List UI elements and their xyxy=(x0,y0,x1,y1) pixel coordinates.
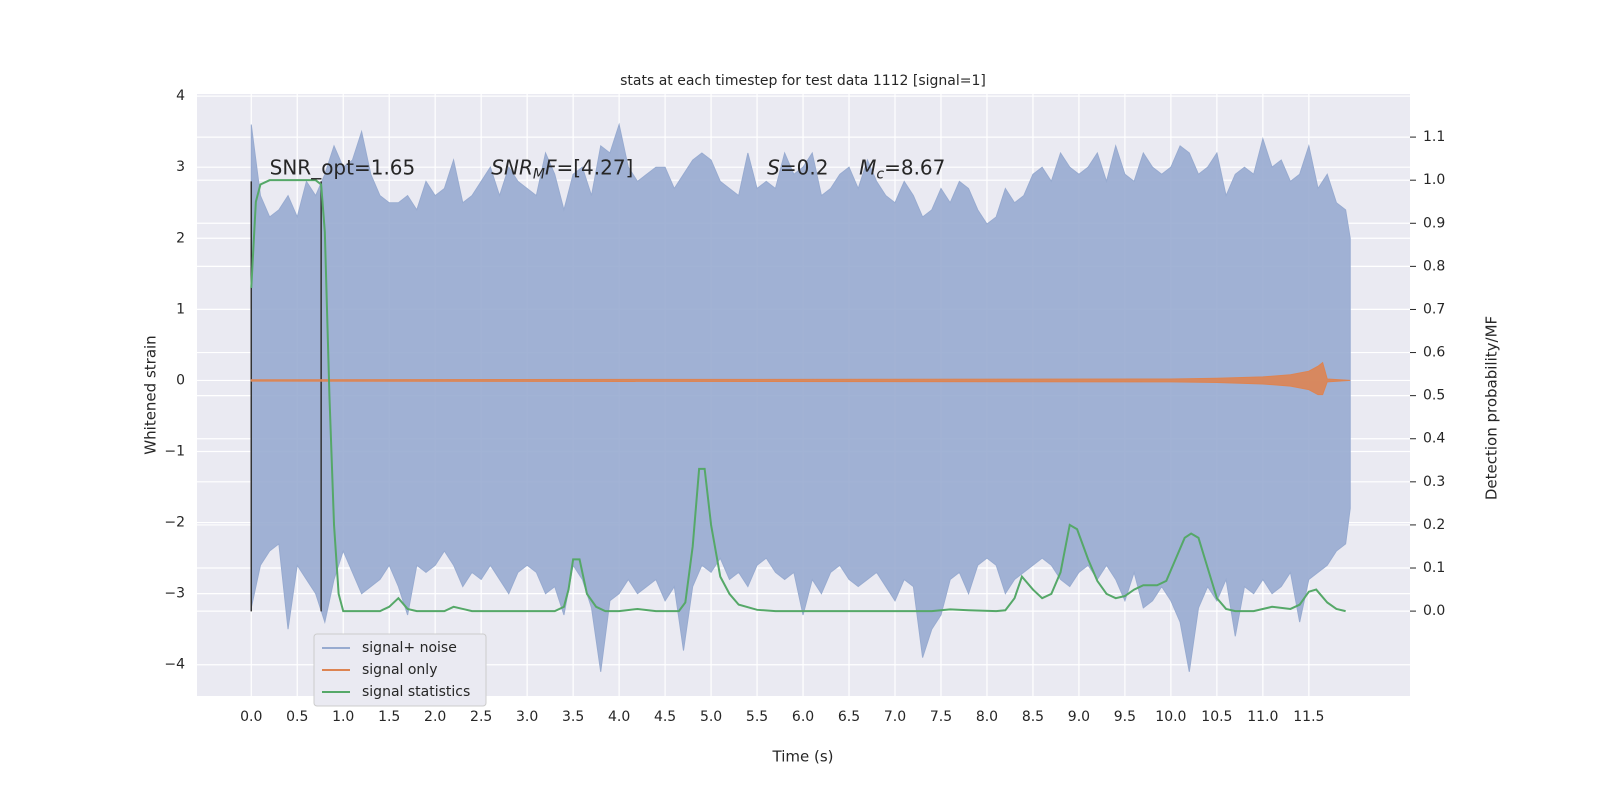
x-tick-label: 3.5 xyxy=(562,709,584,725)
x-axis-label: Time (s) xyxy=(772,748,834,766)
series-line xyxy=(250,179,1346,613)
x-tick-label: 1.5 xyxy=(378,709,400,725)
x-tick-label: 8.5 xyxy=(1022,709,1044,725)
x-tick-label: 2.5 xyxy=(470,709,492,725)
x-tick-label: 1.0 xyxy=(332,709,354,725)
annotation-part: SNR xyxy=(491,155,533,179)
y2-tick-label: 0.3 xyxy=(1423,474,1445,490)
x-tick-label: 9.5 xyxy=(1114,709,1136,725)
x-tick-label: 6.0 xyxy=(792,709,814,725)
x-tick-label: 11.0 xyxy=(1247,709,1278,725)
legend-label: signal statistics xyxy=(362,684,470,700)
x-tick-label: 5.0 xyxy=(700,709,722,725)
series-band xyxy=(250,361,1351,396)
y2-tick-label: 0.5 xyxy=(1423,388,1445,404)
x-tick-label: 9.0 xyxy=(1068,709,1090,725)
y2-tick-label: 0.2 xyxy=(1423,517,1445,533)
y2-tick-label: 0.7 xyxy=(1423,301,1445,317)
annotation-part: c xyxy=(876,166,884,182)
y2-tick-label: 0.9 xyxy=(1423,215,1445,231)
y2-tick-label: 0.6 xyxy=(1423,345,1445,361)
y-tick-label: −4 xyxy=(164,657,185,673)
y2-tick-label: 0.0 xyxy=(1423,603,1445,619)
y-tick-label: −3 xyxy=(164,586,185,602)
y-tick-label: 4 xyxy=(176,88,185,104)
x-tick-label: 10.0 xyxy=(1155,709,1186,725)
x-tick-label: 10.5 xyxy=(1201,709,1232,725)
annotation: SNRMF=[4.27] xyxy=(491,155,633,182)
annotation-part: =8.67 xyxy=(884,155,945,179)
y-tick-label: −2 xyxy=(164,515,185,531)
annotation-part: F xyxy=(545,155,557,179)
x-tick-label: 0.5 xyxy=(286,709,308,725)
y-tick-label: 0 xyxy=(176,372,185,388)
chart-title: stats at each timestep for test data 111… xyxy=(620,73,986,89)
x-tick-label: 7.5 xyxy=(930,709,952,725)
y2-tick-label: 0.1 xyxy=(1423,560,1445,576)
y2-tick-label: 0.4 xyxy=(1423,431,1445,447)
y-tick-label: −1 xyxy=(164,444,185,460)
y-tick-label: 1 xyxy=(176,301,185,317)
y2-tick-label: 0.8 xyxy=(1423,258,1445,274)
x-tick-label: 11.5 xyxy=(1293,709,1324,725)
x-tick-label: 4.0 xyxy=(608,709,630,725)
legend-label: signal+ noise xyxy=(362,640,457,656)
legend-label: signal only xyxy=(362,662,437,678)
y-tick-label: 3 xyxy=(176,159,185,175)
annotation: Mc=8.67 xyxy=(859,155,945,182)
annotation-part: M xyxy=(859,155,876,179)
x-tick-label: 6.5 xyxy=(838,709,860,725)
annotation-part: =[4.27] xyxy=(556,155,633,179)
x-tick-label: 8.0 xyxy=(976,709,998,725)
x-tick-label: 4.5 xyxy=(654,709,676,725)
x-tick-label: 2.0 xyxy=(424,709,446,725)
annotation: SNR_opt=1.65 xyxy=(270,155,416,179)
y-tick-label: 2 xyxy=(176,230,185,246)
legend-frame xyxy=(313,633,487,707)
x-tick-label: 0.0 xyxy=(240,709,262,725)
series-band xyxy=(250,122,1351,672)
annotation: S=0.2 xyxy=(767,155,828,179)
x-tick-label: 3.0 xyxy=(516,709,538,725)
x-tick-label: 7.0 xyxy=(884,709,906,725)
y-axis-label: Whitened strain xyxy=(142,335,160,454)
x-tick-label: 5.5 xyxy=(746,709,768,725)
annotation-part: SNR_opt=1.65 xyxy=(270,155,416,179)
y2-tick-label: 1.1 xyxy=(1423,129,1445,145)
y2-axis-label: Detection probability/MF xyxy=(1483,316,1501,500)
annotation-part: M xyxy=(533,166,545,182)
y2-tick-label: 1.0 xyxy=(1423,172,1445,188)
annotation-part: S xyxy=(767,155,780,179)
legend: signal+ noise signal only signal statistic… xyxy=(313,633,487,707)
annotation-part: =0.2 xyxy=(780,155,829,179)
